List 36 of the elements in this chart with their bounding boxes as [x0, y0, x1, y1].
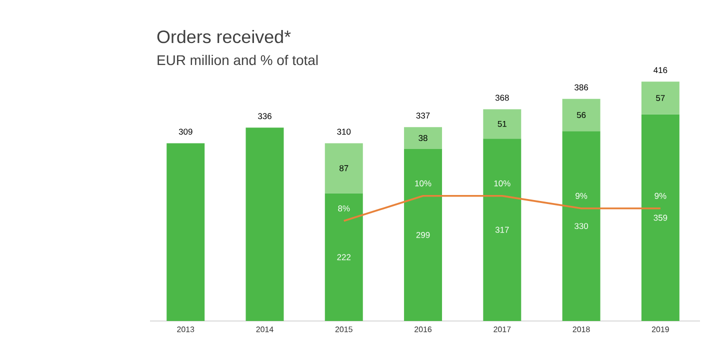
data-label: 10% — [494, 180, 510, 186]
data-label: 87 — [340, 165, 348, 172]
total-label: 336 — [258, 113, 272, 120]
data-label: 9% — [654, 192, 666, 199]
data-label: 51 — [498, 120, 506, 127]
bar — [641, 82, 680, 114]
total-label: 337 — [416, 112, 430, 119]
data-label: 222 — [337, 254, 351, 260]
data-label: 299 — [416, 232, 430, 238]
bar — [483, 138, 522, 321]
data-label: 330 — [574, 223, 588, 230]
data-label: 359 — [654, 214, 668, 221]
bar — [246, 128, 284, 321]
total-label: 310 — [337, 128, 351, 135]
bar — [324, 193, 363, 321]
bar — [404, 127, 442, 149]
bar — [483, 109, 522, 139]
data-label: 10% — [415, 180, 432, 186]
data-label: 57 — [656, 95, 665, 101]
total-label: 386 — [574, 84, 588, 90]
bar — [166, 143, 205, 321]
data-label: 317 — [495, 226, 509, 233]
bar — [404, 148, 442, 321]
total-label: 416 — [654, 67, 668, 74]
data-label: 8% — [338, 205, 350, 212]
total-label: 309 — [178, 128, 192, 135]
chart-subtitle: EUR million and % of total — [158, 54, 318, 66]
data-label: 38 — [418, 135, 428, 142]
bar — [324, 143, 363, 194]
data-label: 56 — [576, 112, 586, 118]
total-label: 368 — [495, 94, 509, 101]
data-label: 9% — [576, 192, 588, 199]
bar — [641, 114, 680, 321]
bar — [562, 98, 600, 132]
bar — [562, 131, 600, 321]
chart-title: Orders received* — [157, 30, 291, 44]
